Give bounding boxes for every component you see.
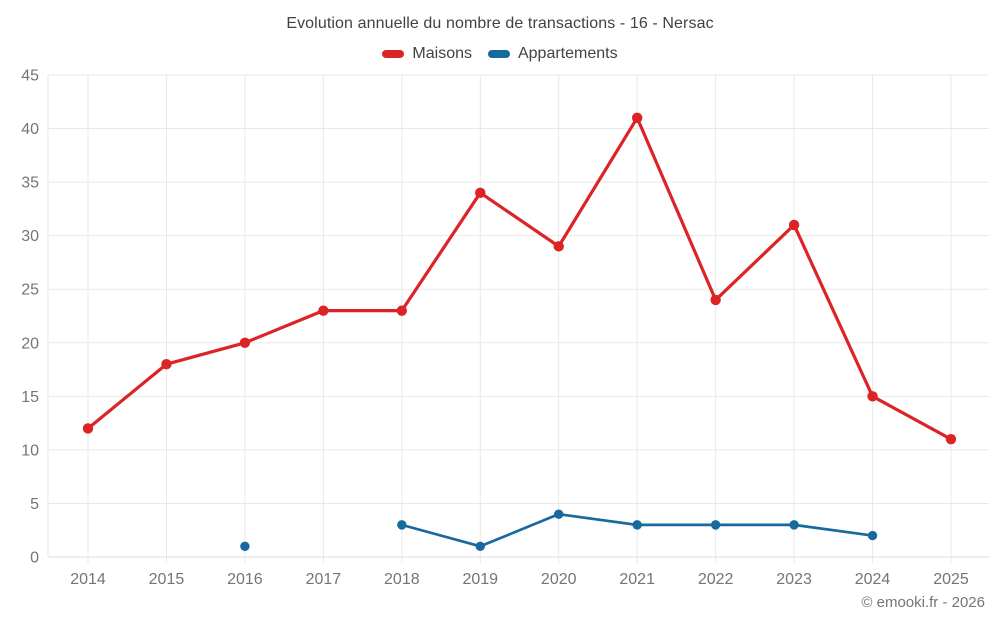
y-axis-label: 25 [21,282,39,299]
appartements-point-2022[interactable] [710,520,721,530]
maisons-point-2018[interactable] [396,305,408,316]
x-axis-label: 2014 [70,571,106,588]
maisons-point-2019[interactable] [475,187,486,199]
maisons-point-2020[interactable] [553,241,564,252]
appartements-point-2016[interactable] [240,541,250,551]
maisons-point-2017[interactable] [318,305,329,316]
maisons-point-2015[interactable] [161,359,172,370]
x-axis-label: 2017 [306,571,342,588]
chart-title: Evolution annuelle du nombre de transact… [286,15,714,32]
appartements-point-2023[interactable] [789,520,799,530]
legend-label: Appartements [517,45,618,62]
x-axis-label: 2021 [619,571,655,588]
legend-label: Maisons [412,45,472,62]
x-axis-label: 2020 [541,571,577,588]
legend-item-appartements[interactable]: Appartements [487,45,618,63]
y-axis-label: 35 [21,175,39,192]
maisons-point-2022[interactable] [710,294,721,306]
maisons-point-2025[interactable] [945,433,957,445]
x-axis-label: 2025 [933,571,969,588]
x-axis-label: 2019 [462,571,498,588]
x-axis-label: 2024 [855,571,891,588]
x-axis-label: 2016 [227,571,263,588]
chart-legend: Maisons Appartements [0,45,1000,63]
y-axis-label: 5 [30,496,39,513]
x-axis-label: 2015 [149,571,185,588]
legend-swatch-appartements [487,50,510,58]
y-axis-label: 10 [21,442,39,459]
y-axis-label: 0 [30,550,39,567]
y-axis-label: 15 [21,389,39,406]
x-axis-label: 2018 [384,571,420,588]
maisons-point-2023[interactable] [788,219,800,231]
maisons-point-2021[interactable] [631,112,643,124]
y-axis-label: 30 [21,228,39,245]
x-axis-label: 2022 [698,571,734,588]
appartements-point-2024[interactable] [867,530,878,541]
copyright-credit: © emooki.fr - 2026 [861,594,985,611]
appartements-point-2020[interactable] [554,509,564,519]
y-axis-label: 40 [21,121,39,138]
maisons-point-2016[interactable] [239,337,251,348]
legend-swatch-maisons [382,50,405,58]
appartements-point-2021[interactable] [632,520,642,530]
maisons-point-2024[interactable] [867,391,878,402]
x-axis-label: 2023 [776,571,812,588]
legend-item-maisons[interactable]: Maisons [382,45,472,63]
y-axis-label: 45 [21,68,39,85]
maisons-line [86,116,953,441]
appartements-point-2018[interactable] [397,520,407,530]
appartements-point-2019[interactable] [475,541,485,551]
y-axis-label: 20 [21,335,39,352]
maisons-point-2014[interactable] [82,423,94,434]
